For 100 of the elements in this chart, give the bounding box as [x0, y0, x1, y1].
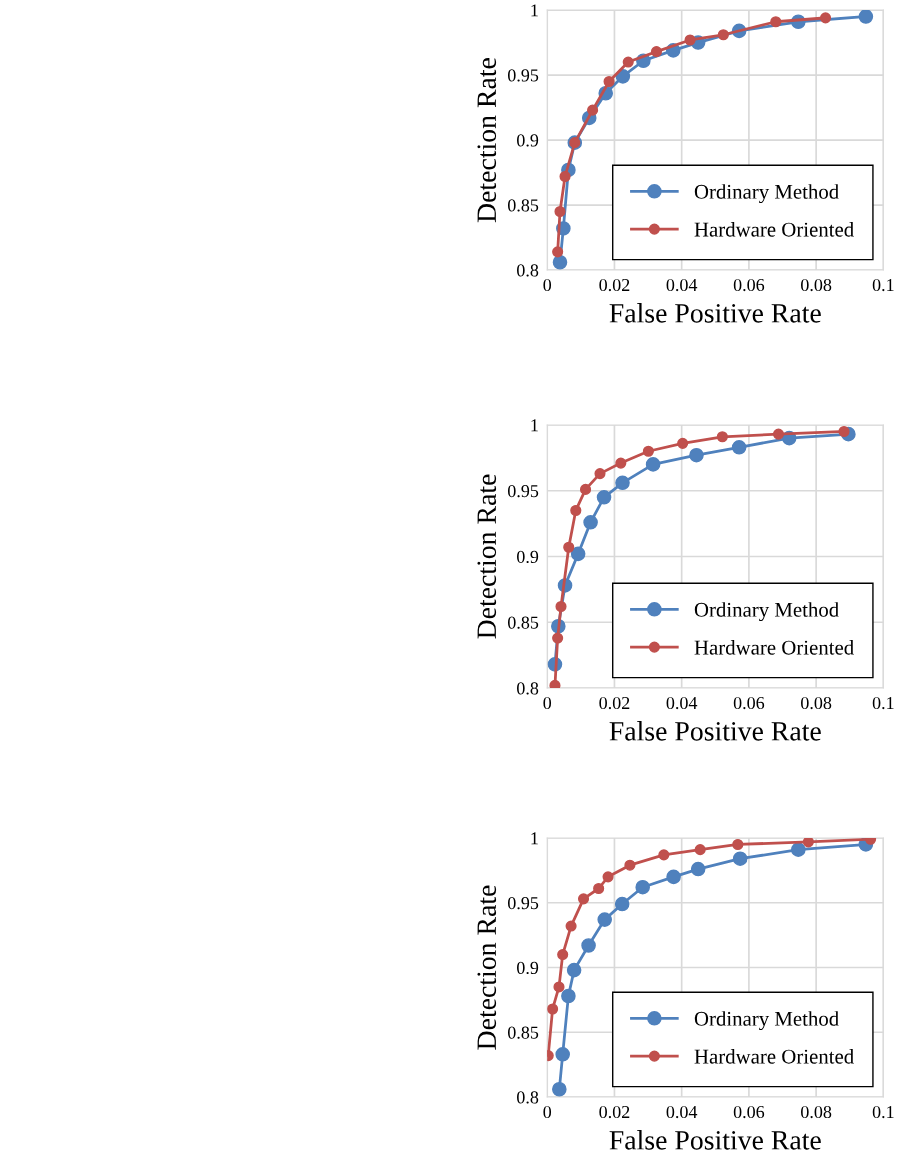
point — [791, 842, 806, 857]
point — [563, 541, 575, 553]
y-tick-label: 0.8 — [517, 682, 539, 695]
point — [858, 10, 874, 24]
y-tick-label: 0.85 — [507, 1026, 539, 1039]
x-tick-label: 0.04 — [666, 278, 698, 292]
y-tick-label: 0.85 — [507, 616, 539, 629]
point — [732, 851, 748, 867]
x-tick-label: 0 — [543, 278, 552, 292]
x-tick-label: 0.1 — [872, 278, 894, 292]
point — [594, 468, 606, 480]
point — [614, 896, 630, 912]
point — [570, 504, 582, 517]
legend-label: Hardware Oriented — [694, 1048, 854, 1064]
x-tick-label: 0 — [543, 1105, 552, 1119]
point — [770, 16, 782, 28]
point — [650, 46, 663, 58]
y-tick-label: 1 — [531, 4, 538, 17]
x-axis-title: False Positive Rate — [609, 1130, 821, 1150]
point — [593, 882, 605, 895]
point — [802, 837, 814, 848]
point — [732, 838, 744, 851]
x-tick-label: 0.04 — [666, 696, 698, 710]
point — [603, 75, 615, 88]
point — [557, 949, 569, 961]
x-tick-label: 0.04 — [666, 1105, 698, 1119]
x-tick-label: 0 — [543, 696, 552, 710]
x-axis-title: False Positive Rate — [609, 303, 821, 323]
x-tick-label: 0.08 — [801, 278, 832, 292]
point — [596, 490, 612, 505]
x-tick-label: 0.02 — [599, 696, 630, 710]
x-tick-label: 0.1 — [872, 696, 894, 710]
legend-label: Hardware Oriented — [694, 221, 854, 237]
point — [565, 920, 577, 932]
point — [772, 428, 785, 440]
point — [549, 679, 561, 689]
x-tick-label: 0.1 — [872, 1105, 894, 1119]
point — [635, 879, 650, 895]
point — [694, 844, 706, 856]
point — [645, 457, 661, 472]
point — [555, 1047, 570, 1062]
point — [615, 457, 627, 469]
point — [566, 962, 582, 978]
point — [819, 12, 832, 24]
y-tick-label: 0.95 — [507, 69, 539, 82]
y-tick-label: 0.95 — [507, 897, 539, 910]
point — [731, 440, 747, 455]
y-tick-label: 0.8 — [517, 1091, 539, 1104]
point — [561, 988, 576, 1004]
point — [666, 869, 681, 885]
x-tick-label: 0.08 — [801, 1105, 832, 1119]
point — [583, 515, 598, 530]
x-tick-label: 0.06 — [733, 696, 765, 710]
y-tick-label: 1 — [531, 832, 538, 845]
point — [587, 104, 599, 116]
point — [684, 34, 696, 46]
point — [552, 254, 568, 270]
legend-label: Ordinary Method — [694, 602, 839, 622]
point — [642, 445, 654, 457]
y-tick-label: 0.9 — [517, 134, 539, 147]
point — [577, 893, 590, 905]
point — [552, 1081, 567, 1097]
point — [658, 849, 670, 861]
point — [690, 861, 706, 877]
point — [677, 437, 689, 449]
legend-label: Hardware Oriented — [694, 639, 854, 655]
point — [689, 447, 704, 463]
x-tick-label: 0.08 — [801, 696, 832, 710]
y-tick-label: 1 — [531, 419, 538, 432]
x-tick-label: 0.06 — [733, 1105, 765, 1119]
point — [547, 1003, 559, 1015]
point — [552, 632, 564, 644]
point — [716, 431, 728, 443]
y-axis-title: Detection Rate — [477, 58, 497, 223]
x-tick-label: 0.06 — [733, 278, 765, 292]
legend-label: Ordinary Method — [694, 184, 839, 204]
point — [838, 425, 850, 438]
point — [597, 912, 612, 927]
x-tick-label: 0.02 — [599, 278, 630, 292]
point — [581, 938, 596, 953]
point — [554, 205, 566, 218]
x-tick-label: 0.02 — [599, 1105, 630, 1119]
point — [602, 871, 614, 883]
point — [570, 546, 586, 562]
point — [555, 600, 567, 613]
point — [579, 483, 592, 495]
y-tick-label: 0.9 — [517, 550, 539, 564]
y-axis-title: Detection Rate — [477, 885, 497, 1050]
y-axis-title: Detection Rate — [477, 474, 497, 639]
y-tick-label: 0.9 — [517, 961, 539, 975]
x-axis-title: False Positive Rate — [609, 721, 821, 741]
point — [553, 981, 565, 993]
y-tick-label: 0.85 — [507, 199, 539, 212]
legend-label: Ordinary Method — [694, 1011, 839, 1031]
point — [717, 29, 729, 41]
point — [624, 859, 636, 871]
point — [615, 475, 630, 491]
y-tick-label: 0.95 — [507, 484, 539, 498]
y-tick-label: 0.8 — [517, 264, 539, 277]
point — [552, 246, 564, 258]
